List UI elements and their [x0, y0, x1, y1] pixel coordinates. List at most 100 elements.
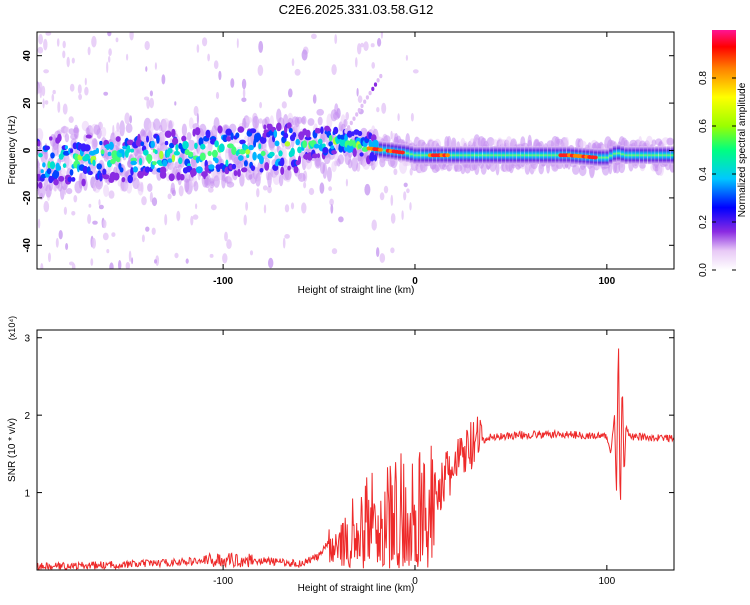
- spectrogram-noise-blob: [262, 185, 268, 191]
- spectrogram-band-cell: [543, 146, 548, 165]
- spectrogram-ridge-blob: [208, 164, 215, 170]
- spectrogram-halo-blob: [278, 174, 284, 187]
- spectrogram-noise-blob: [174, 101, 177, 106]
- spectrogram-noise-blob: [370, 43, 375, 48]
- spectrogram-noise-blob: [196, 44, 200, 53]
- spectrogram-ridge-blob: [262, 132, 268, 138]
- spectrogram-halo-blob: [193, 181, 199, 192]
- spectrogram-noise-blob: [71, 57, 75, 64]
- spectrogram-ridge-blob: [369, 152, 375, 162]
- spectrogram-halo-blob: [579, 140, 587, 147]
- colorbar-tick-label: 0.8: [698, 71, 709, 85]
- spectrogram-ridge-blob: [100, 149, 105, 155]
- spectrogram-ridge-blob: [364, 138, 369, 143]
- spectrogram-halo-blob: [44, 150, 49, 160]
- spectrogram-noise-blob: [215, 91, 220, 100]
- spectrogram-ridge-blob: [168, 173, 175, 182]
- spectrogram-streak-blob: [360, 103, 364, 109]
- spectrogram-noise-blob: [71, 211, 76, 216]
- spectrogram-ridge-blob: [359, 152, 364, 157]
- colorbar-tick-label: 0.6: [698, 119, 709, 133]
- spectrogram-band-cell: [624, 146, 628, 165]
- spectrogram-halo-blob: [66, 188, 73, 195]
- spectrogram-halo-blob: [317, 116, 323, 126]
- spectrogram-noise-blob: [102, 219, 107, 229]
- spectrogram-band-cell: [474, 146, 479, 165]
- spectrogram-noise-blob: [77, 84, 82, 94]
- spectrogram-ridge-blob: [63, 150, 70, 156]
- spectrogram-ridge-blob: [135, 138, 143, 147]
- spectrogram-band-cell: [509, 146, 513, 165]
- snr-frame: [36, 329, 675, 571]
- spectrogram-ridge-blob: [235, 132, 240, 139]
- spectrogram-ridge-blob: [233, 170, 238, 177]
- spectrogram-ridge-blob: [217, 125, 223, 134]
- spectrogram-noise-blob: [44, 100, 49, 105]
- spectrogram-noise-blob: [403, 191, 407, 201]
- spectrogram-noise-blob: [190, 215, 194, 226]
- spectrogram-halo-blob: [73, 127, 79, 134]
- spectrogram-noise-blob: [69, 261, 74, 266]
- spectrogram-noise-blob: [149, 90, 153, 97]
- spectrogram-noise-blob: [284, 204, 290, 213]
- spectrogram-noise-blob: [141, 196, 147, 206]
- spectrogram-ridge-blob: [146, 135, 149, 143]
- spectrogram-ridge-blob: [182, 140, 189, 150]
- spectrogram-noise-blob: [224, 231, 228, 242]
- spectrogram-noise-blob: [242, 88, 246, 98]
- spectrogram-noise-blob: [106, 61, 109, 74]
- spectrogram-noise-blob: [128, 250, 132, 262]
- spectrogram-halo-blob: [333, 111, 340, 120]
- colorbar-tick-label: 0.4: [698, 167, 709, 181]
- spectrogram-ridge-blob: [276, 122, 282, 132]
- spectrogram-noise-blob: [103, 91, 109, 96]
- spectrogram-band-cell: [382, 141, 387, 160]
- colorbar-tick-label: 0.2: [698, 215, 709, 229]
- spectrogram-halo-blob: [651, 139, 657, 147]
- spectrogram-ridge-blob: [226, 136, 232, 142]
- spectrogram-noise-blob: [43, 200, 50, 213]
- spectrogram-noise-blob: [145, 226, 150, 232]
- spectrogram-ridge-blob: [159, 170, 167, 179]
- spectrogram-ridge-blob: [83, 144, 91, 152]
- spectrogram-noise-blob: [98, 199, 101, 206]
- spectrogram-ridge-blob: [107, 151, 112, 157]
- spectrogram-noise-blob: [281, 101, 287, 109]
- spectrogram-y-ticks: -40 -20 0 20 40: [22, 50, 674, 253]
- spectrogram-band-cell: [609, 146, 613, 165]
- spectrogram-ridge-blob: [191, 168, 197, 177]
- spectrogram-band-cell: [597, 148, 601, 167]
- spectrogram-noise-blob: [311, 33, 317, 39]
- spectrogram-noise-blob: [329, 198, 334, 206]
- spectrogram-ridge-blob: [214, 157, 219, 164]
- spectrogram-noise-blob: [393, 168, 398, 176]
- spectrogram-ridge-blob: [130, 160, 137, 166]
- spectrogram-ridge-blob: [40, 169, 44, 174]
- spectrogram-band-cell: [605, 148, 609, 167]
- spectrogram-ridge-blob: [140, 141, 145, 147]
- spectrogram-ridge-blob: [176, 172, 181, 181]
- spectrogram-noise-blob: [141, 234, 145, 243]
- snr-scale-note: (x10⁴): [7, 316, 17, 340]
- spectrogram-ridge-blob: [74, 153, 80, 162]
- spectrogram-noise-blob: [207, 53, 211, 62]
- spectrogram-noise-blob: [263, 204, 267, 214]
- spectrogram-halo-blob: [326, 166, 332, 182]
- spectrogram-ridge-blob: [38, 153, 43, 158]
- spectrogram-halo-blob: [307, 118, 315, 126]
- spectrogram-band-cell: [666, 146, 670, 165]
- spectrogram-halo-blob: [331, 161, 337, 173]
- spectrogram-ridge-blob: [121, 177, 126, 183]
- spectrogram-halo-blob: [451, 137, 457, 149]
- spectrogram-band-cell: [620, 145, 624, 164]
- spectrogram-noise-blob: [338, 216, 344, 223]
- spectrogram-ridge-blob: [339, 138, 346, 147]
- snr-x-tick-label: -100: [213, 576, 233, 587]
- spectrogram-band-cell: [405, 144, 410, 163]
- spectrogram-band-cell: [424, 146, 429, 165]
- spectrogram-y-tick-label: 20: [22, 97, 33, 109]
- spectrogram-noise-blob: [151, 227, 156, 235]
- spectrogram-band-cell: [662, 146, 667, 165]
- spectrogram-noise-blob: [84, 77, 87, 86]
- spectrogram-halo-blob: [255, 173, 261, 187]
